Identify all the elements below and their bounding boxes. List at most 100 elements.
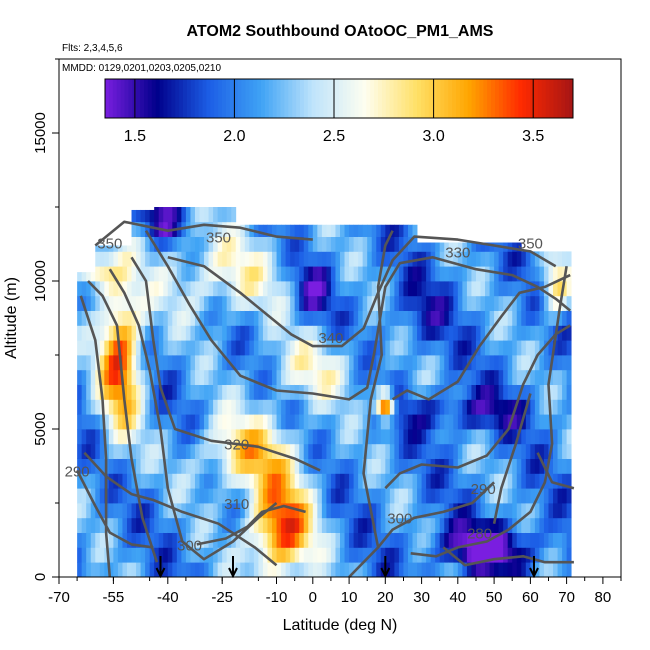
heatmap-cell [126,473,132,489]
heatmap-cell [417,266,422,282]
heatmap-cell [367,429,373,445]
heatmap-cell [253,399,259,415]
colorbar-segment [502,79,508,118]
heatmap-cell [240,355,246,371]
heatmap-cell [149,266,155,282]
heatmap-cell [494,429,500,445]
heatmap-cell [262,251,268,267]
heatmap-cell [453,517,459,533]
heatmap-cell [204,369,209,385]
heatmap-cell [231,369,237,385]
heatmap-cell [321,224,327,237]
heatmap-cell [167,414,173,430]
heatmap-cell [208,340,214,356]
heatmap-cell [258,547,264,563]
heatmap-cell [290,281,296,297]
heatmap-cell [444,532,450,548]
heatmap-cell [457,310,463,326]
heatmap-cell [81,414,87,430]
heatmap-cell [376,547,382,563]
heatmap-cell [81,369,87,385]
heatmap-cell [167,399,173,415]
heatmap-cell [417,340,422,356]
heatmap-cell [376,266,382,282]
heatmap-cell [81,503,87,519]
heatmap-cell [417,355,422,371]
heatmap-cell [294,517,300,533]
heatmap-cell [349,355,354,371]
heatmap-cell [154,414,160,430]
heatmap-cell [512,532,518,548]
heatmap-cell [131,443,137,459]
heatmap-cell [240,340,246,356]
heatmap-cell [199,325,205,341]
heatmap-cell [290,414,296,430]
heatmap-cell [494,310,500,326]
heatmap-cell [131,340,137,356]
heatmap-cell [122,547,128,563]
heatmap-cell [516,399,522,415]
heatmap-cell [466,503,472,519]
heatmap-cell [398,503,404,519]
heatmap-cell [389,517,395,533]
heatmap-cell [562,295,568,311]
heatmap-cell [81,272,87,282]
heatmap-cell [131,355,137,371]
heatmap-cell [281,532,287,548]
heatmap-cell [421,562,427,578]
heatmap-cell [553,532,558,548]
colorbar-segment [561,79,566,118]
heatmap-cell [285,547,291,563]
heatmap-cell [154,310,160,326]
heatmap-cell [494,369,500,385]
heatmap-cell [503,325,509,341]
heatmap-cell [394,399,400,415]
heatmap-cell [249,443,255,459]
heatmap-cell [122,245,128,252]
heatmap-cell [317,443,323,459]
heatmap-cell [385,473,391,489]
heatmap-cell [90,272,96,282]
heatmap-cell [303,355,309,371]
heatmap-cell [489,503,495,519]
heatmap-cell [349,458,354,474]
heatmap-cell [163,207,169,223]
heatmap-cell [512,325,518,341]
heatmap-cell [525,310,531,326]
heatmap-cell [145,429,151,445]
heatmap-cell [222,355,228,371]
heatmap-cell [299,325,305,341]
heatmap-cell [507,532,513,548]
heatmap-cell [516,281,522,297]
heatmap-cell [299,310,305,326]
heatmap-cell [475,517,481,533]
heatmap-cell [253,473,259,489]
heatmap-cell [326,251,332,267]
heatmap-cell [553,473,558,489]
heatmap-cell [353,224,359,237]
heatmap-cell [145,399,151,415]
heatmap-cell [231,429,237,445]
heatmap-cell [262,488,268,504]
heatmap-cell [344,458,350,474]
colorbar-segment [498,79,504,118]
heatmap-cell [403,399,409,415]
heatmap-cell [403,224,409,237]
heatmap-cell [272,429,277,445]
heatmap-cell [389,384,395,400]
heatmap-cell [253,517,259,533]
heatmap-cell [349,384,354,400]
heatmap-cell [503,369,509,385]
heatmap-cell [453,340,459,356]
heatmap-cell [222,429,228,445]
heatmap-cell [154,503,160,519]
heatmap-cell [539,517,545,533]
heatmap-cell [235,517,241,533]
heatmap-cell [412,532,418,548]
heatmap-cell [562,458,568,474]
heatmap-cell [462,414,468,430]
heatmap-cell [204,443,209,459]
heatmap-cell [362,295,368,311]
heatmap-cell [303,532,309,548]
heatmap-cell [86,562,92,578]
